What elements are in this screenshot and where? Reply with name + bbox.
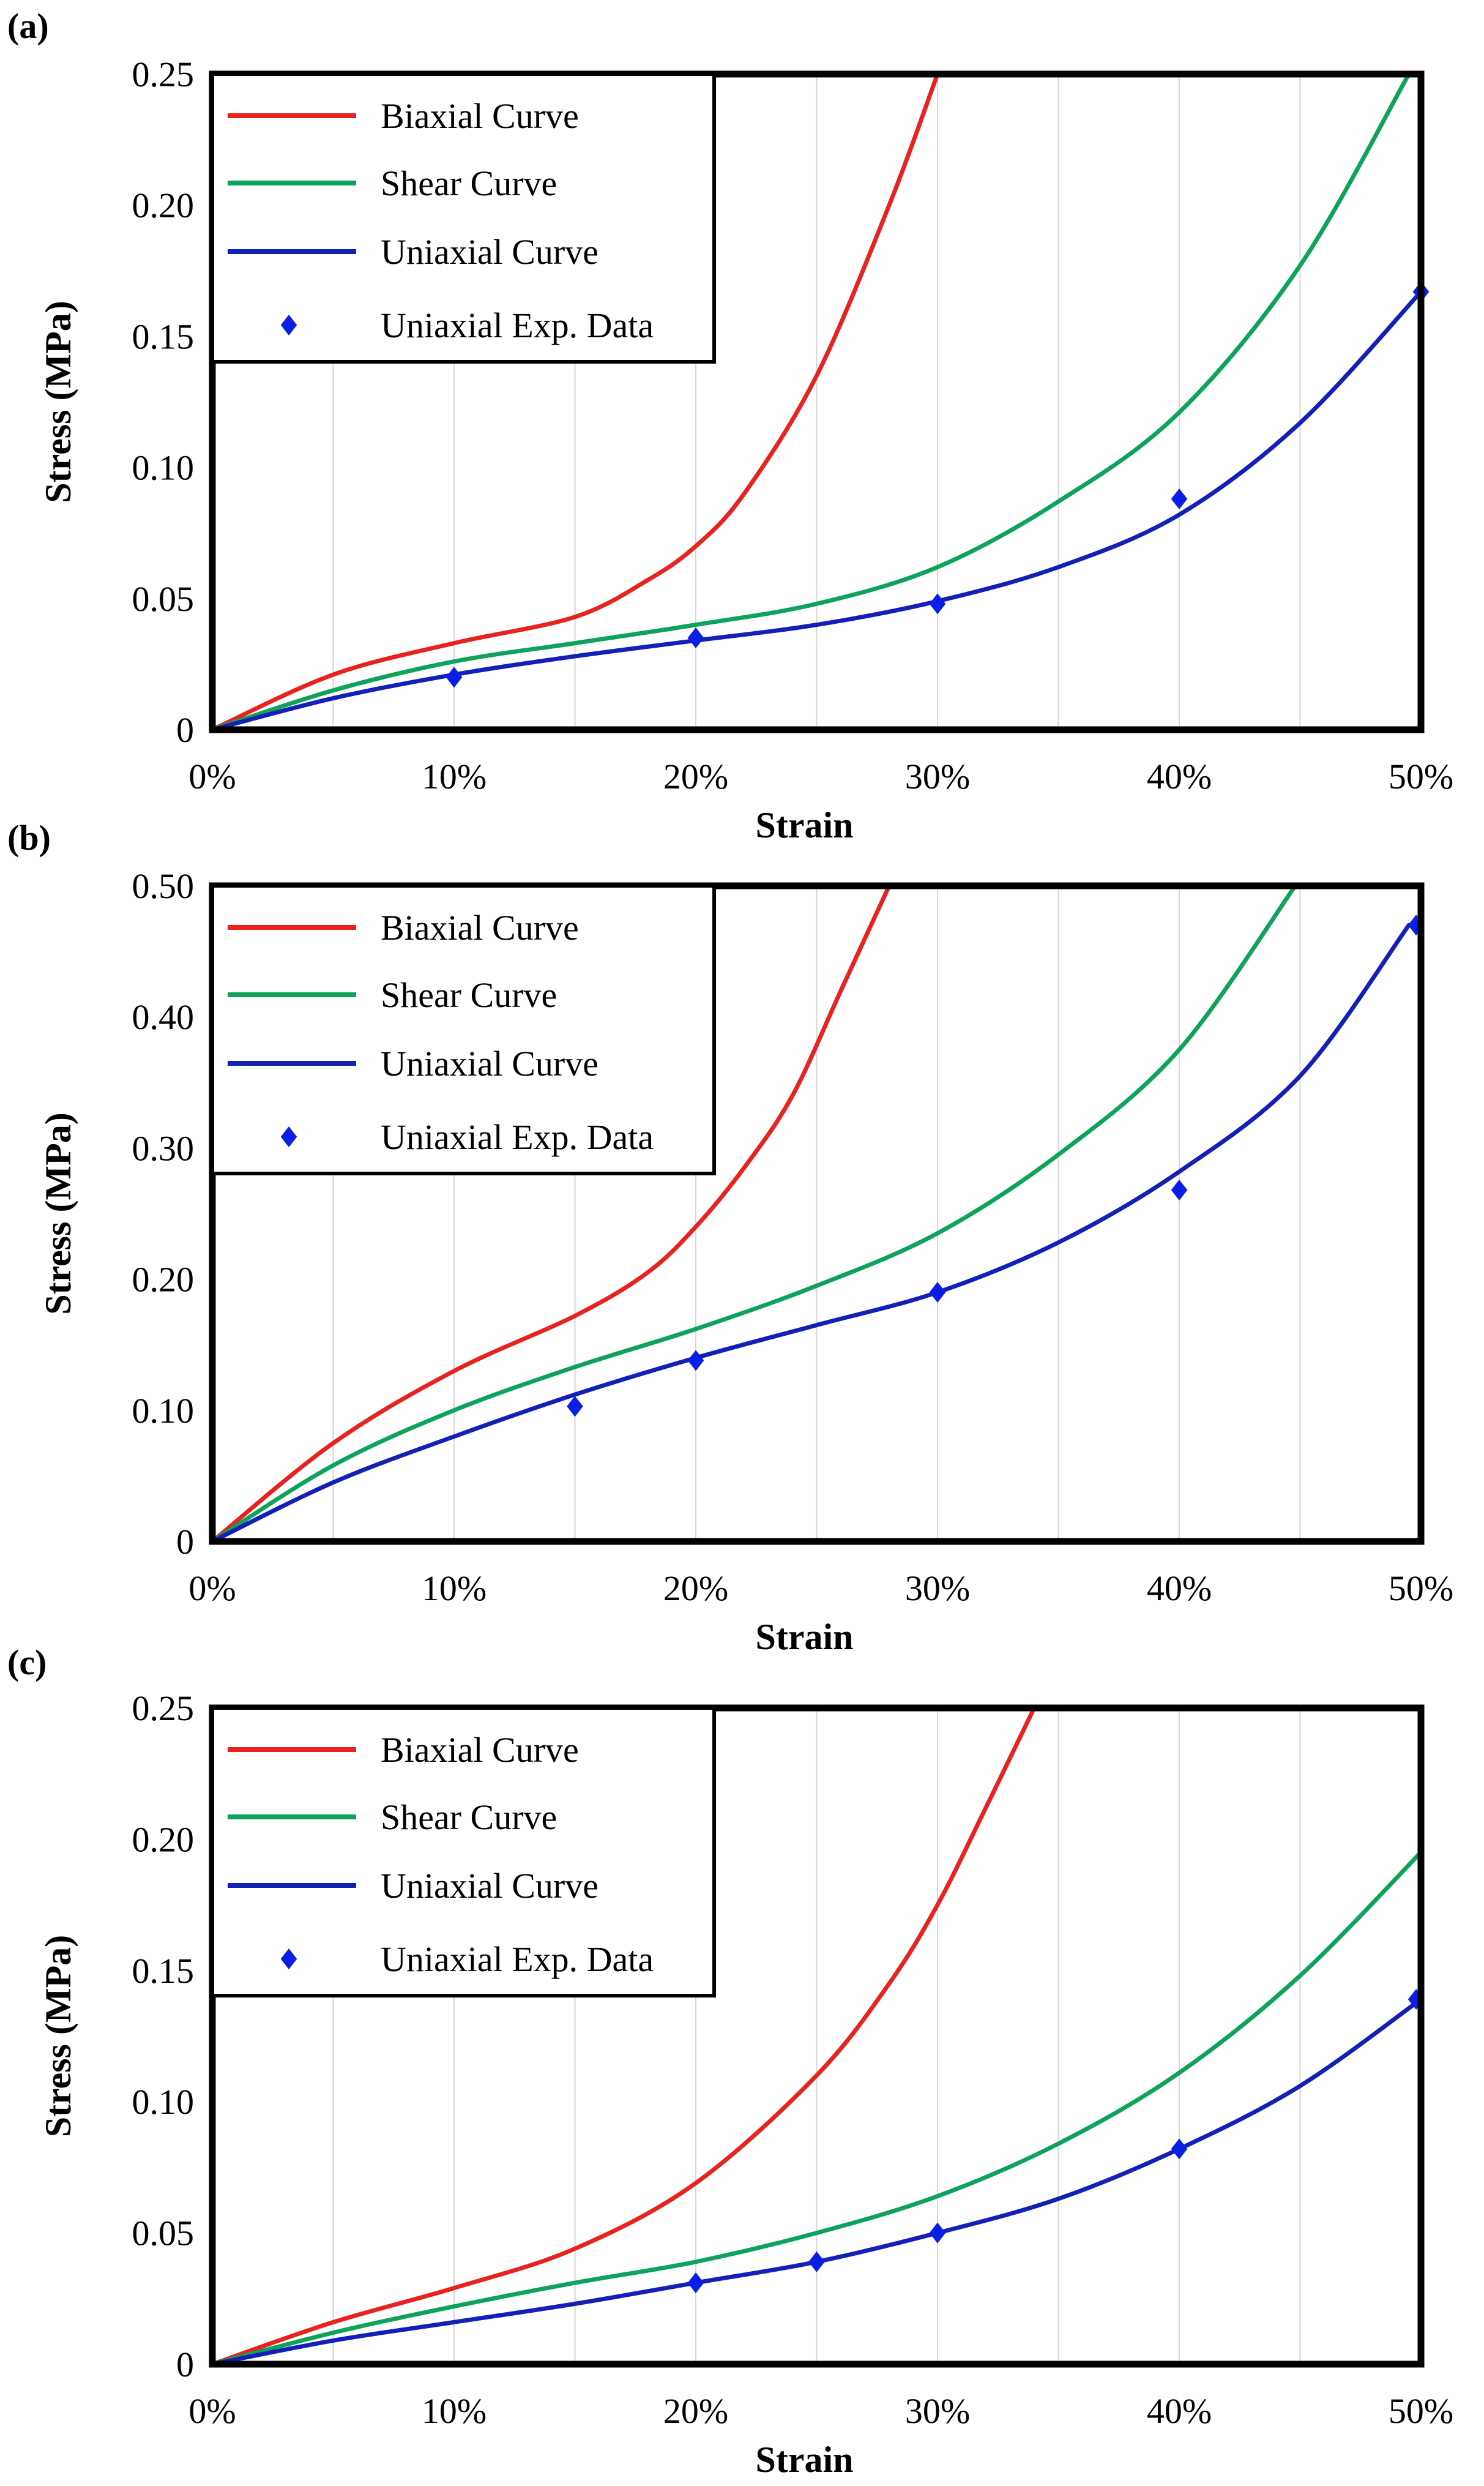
legend: Biaxial Curve Shear Curve Uniaxial Curve Un… [211, 884, 716, 1175]
exp-data-point [929, 2222, 946, 2244]
legend: Biaxial Curve Shear Curve Uniaxial Curve Un… [211, 1706, 716, 1997]
y-tick-label: 0.20 [132, 1819, 195, 1859]
plot-frame [209, 1704, 1425, 2368]
series-line-shear-curve [212, 886, 1298, 1541]
series-line-uniaxial-curve [212, 923, 1411, 1541]
exp-data-point [687, 2272, 704, 2294]
x-tick-label: 30% [905, 757, 970, 796]
x-tick-label: 40% [1147, 1568, 1212, 1608]
y-tick-label: 0.50 [132, 866, 195, 906]
series-group [212, 74, 1421, 730]
y-tick-label: 0.10 [132, 2082, 195, 2122]
x-axis-title: Strain [755, 1617, 853, 1657]
x-tick-label: 50% [1389, 757, 1453, 796]
y-tick-label: 0.25 [132, 1688, 195, 1728]
x-tick-label: 40% [1147, 2391, 1212, 2431]
exp-data-point [929, 593, 946, 615]
x-tick-label: 20% [663, 1568, 728, 1608]
x-tick-label: 0% [188, 2391, 236, 2431]
legend-marker [280, 315, 297, 335]
legend-label: Uniaxial Curve [381, 1866, 598, 1906]
legend-box [211, 1706, 716, 1997]
series-line-biaxial-curve [212, 74, 940, 730]
x-tick-label: 30% [905, 2391, 970, 2431]
exp-data-point [687, 1350, 704, 1371]
chart-panel-0: (a) 0 0.05 0.10 0.15 0.20 0.25 0% 10% 20% 30% 40% 50… [7, 6, 1453, 845]
x-tick-label: 30% [905, 1568, 970, 1608]
y-axis-title: Stress (MPa) [38, 301, 78, 503]
legend-label: Uniaxial Exp. Data [381, 305, 654, 345]
series-line-biaxial-curve [212, 886, 892, 1541]
y-tick-label: 0.15 [132, 316, 195, 356]
legend-label: Shear Curve [381, 163, 557, 203]
y-tick-label: 0.05 [132, 2214, 195, 2253]
x-tick-label: 10% [422, 1568, 487, 1608]
legend-label: Shear Curve [381, 1797, 557, 1837]
chart-panel-2: (c) 0 0.05 0.10 0.15 0.20 0.25 0% 10% 20% 30% 40% 50… [7, 1642, 1453, 2480]
y-axis-title: Stress (MPa) [38, 1112, 78, 1314]
y-tick-label: 0 [176, 710, 194, 750]
legend-marker [280, 1949, 297, 1969]
x-tick-label: 10% [422, 2391, 487, 2431]
x-tick-label: 0% [188, 757, 236, 796]
y-tick-label: 0.05 [132, 579, 195, 619]
x-tick-label: 10% [422, 757, 487, 796]
legend-label: Uniaxial Exp. Data [381, 1939, 654, 1979]
plot-frame [209, 882, 1425, 1545]
y-tick-label: 0.20 [132, 185, 195, 225]
series-line-biaxial-curve [212, 1708, 1037, 2364]
panel-label: (c) [7, 1642, 47, 1682]
x-tick-label: 0% [188, 1568, 236, 1608]
chart-panel-1: (b) 0 0.10 0.20 0.30 0.40 0.50 0% 10% 20% 30% 40% 50… [7, 818, 1453, 1657]
exp-data-point [1171, 2138, 1188, 2160]
exp-data-point [1171, 1179, 1188, 1200]
y-tick-label: 0.10 [132, 1391, 195, 1431]
y-tick-label: 0.40 [132, 997, 195, 1037]
exp-data-point [567, 1396, 583, 1417]
legend-box [211, 72, 716, 364]
exp-data-point [1171, 489, 1188, 510]
plot-frame [209, 70, 1425, 733]
legend-label: Uniaxial Exp. Data [381, 1117, 654, 1157]
y-tick-label: 0.15 [132, 1951, 195, 1991]
exp-data-point [687, 627, 704, 649]
exp-data-point [446, 667, 463, 688]
x-axis-title: Strain [755, 805, 853, 845]
legend-label: Uniaxial Curve [381, 232, 598, 272]
y-axis-title: Stress (MPa) [38, 1935, 78, 2137]
legend-label: Biaxial Curve [381, 96, 579, 136]
legend-label: Biaxial Curve [381, 908, 579, 948]
series-line-shear-curve [212, 74, 1411, 730]
y-tick-label: 0.20 [132, 1260, 195, 1300]
y-tick-label: 0.25 [132, 54, 195, 94]
y-tick-label: 0 [176, 1522, 194, 1562]
series-line-uniaxial-curve [212, 290, 1421, 730]
exp-data-point [808, 2251, 825, 2272]
x-tick-label: 20% [663, 757, 728, 796]
x-tick-label: 50% [1389, 2391, 1453, 2431]
legend-label: Uniaxial Curve [381, 1044, 598, 1084]
panel-label: (b) [7, 818, 51, 858]
panel-label: (a) [7, 6, 49, 46]
series-group [212, 886, 1411, 1541]
y-tick-label: 0.10 [132, 448, 195, 488]
series-line-shear-curve [212, 1850, 1421, 2364]
x-tick-label: 20% [663, 2391, 728, 2431]
legend-marker [280, 1126, 297, 1147]
exp-data-point [929, 1282, 946, 1303]
legend-label: Biaxial Curve [381, 1730, 579, 1770]
legend: Biaxial Curve Shear Curve Uniaxial Curve Un… [211, 72, 716, 364]
x-tick-label: 50% [1389, 1568, 1453, 1608]
legend-box [211, 884, 716, 1175]
legend-label: Shear Curve [381, 975, 557, 1015]
y-tick-label: 0 [176, 2345, 194, 2384]
y-tick-label: 0.30 [132, 1128, 195, 1168]
x-axis-title: Strain [755, 2439, 853, 2480]
x-tick-label: 40% [1147, 757, 1212, 796]
